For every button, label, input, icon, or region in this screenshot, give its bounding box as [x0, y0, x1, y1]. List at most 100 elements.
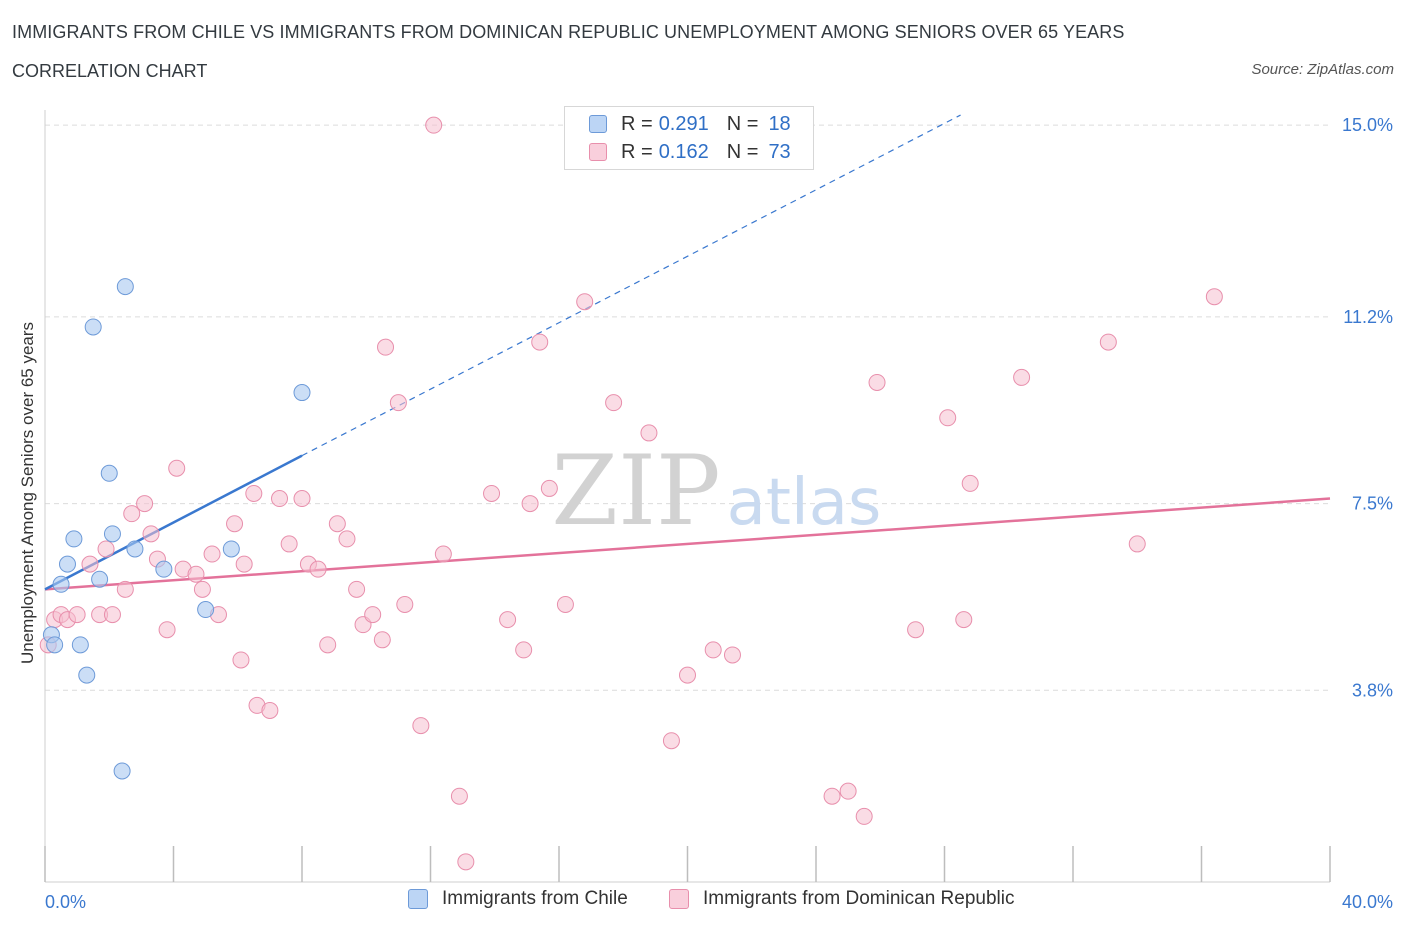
dominican-point-10: [123, 505, 141, 523]
chile-point-17: [293, 384, 311, 402]
tick-labels: 3.8% 7.5% 11.2% 15.0% 0.0% 40.0%: [45, 115, 1393, 912]
bottom-dominican-swatch: [669, 889, 689, 909]
dominican-point-27: [271, 490, 289, 508]
dominican-point-23: [235, 555, 253, 573]
dominican-point-61: [823, 787, 841, 805]
bottom-chile-swatch: [408, 889, 428, 909]
dominican-r-label: R =: [621, 140, 653, 163]
chile-point-10: [103, 525, 121, 543]
y-tick-label-1: 7.5%: [1352, 494, 1393, 514]
dominican-point-50: [521, 495, 539, 513]
legend-row-dominican: R = 0.162 N = 73: [589, 140, 791, 164]
dominican-point-66: [939, 409, 957, 427]
dominican-point-35: [348, 580, 366, 598]
dominican-point-21: [226, 515, 244, 533]
chile-point-8: [91, 570, 109, 588]
dominican-point-55: [605, 394, 623, 412]
dominican-point-19: [203, 545, 221, 563]
dominican-point-24: [245, 484, 263, 502]
dominican-point-5: [81, 555, 99, 573]
dominican-point-12: [142, 525, 160, 543]
chile-point-13: [126, 540, 144, 558]
dominican-point-33: [328, 515, 346, 533]
bottom-chile-label: Immigrants from Chile: [442, 888, 628, 909]
watermark: ZIP atlas: [551, 435, 881, 547]
bottom-dominican-label: Immigrants from Dominican Republic: [703, 888, 1015, 909]
chile-point-4: [65, 530, 83, 548]
dominican-point-28: [280, 535, 298, 553]
dominican-point-18: [193, 580, 211, 598]
dominican-point-43: [425, 116, 443, 134]
chile-r-value: 0.291: [658, 112, 709, 135]
dominican-point-70: [1099, 333, 1117, 351]
chile-point-15: [197, 601, 215, 619]
y-tick-label-3: 15.0%: [1342, 115, 1393, 135]
chile-r-label: R =: [621, 112, 653, 135]
dominican-point-48: [499, 611, 517, 629]
y-tick-label-2: 11.2%: [1343, 307, 1393, 327]
dominican-point-68: [961, 474, 979, 492]
dominican-point-32: [319, 636, 337, 654]
dominican-point-56: [640, 424, 658, 442]
dominican-point-59: [704, 641, 722, 659]
chile-point-5: [71, 636, 89, 654]
dominican-point-8: [103, 606, 121, 624]
dominican-point-34: [338, 530, 356, 548]
correlation-legend: R = 0.291 N = 18 R = 0.162 N = 73: [564, 106, 814, 170]
dominican-point-57: [662, 732, 680, 750]
dominican-n-label: N =: [726, 140, 759, 163]
dominican-point-22: [232, 651, 250, 669]
dominican-point-46: [457, 853, 475, 871]
chile-swatch: [589, 115, 607, 133]
bottom-legend-chile: Immigrants from Chile: [408, 888, 628, 910]
chart-subtitle: CORRELATION CHART: [12, 61, 208, 81]
dominican-point-38: [373, 631, 391, 649]
dominican-point-37: [364, 606, 382, 624]
gridlines: [45, 124, 1330, 691]
watermark-zip: ZIP: [551, 435, 720, 547]
chile-n-label: N =: [726, 112, 759, 135]
dominican-point-58: [679, 666, 696, 684]
chile-point-12: [116, 278, 134, 296]
dominican-point-71: [1128, 535, 1146, 553]
dominican-point-44: [434, 545, 452, 563]
dominican-point-40: [389, 394, 407, 412]
dominican-point-49: [515, 641, 533, 659]
dominican-point-26: [261, 701, 279, 719]
dominican-point-15: [168, 459, 186, 477]
dominican-point-42: [412, 717, 430, 735]
dominican-point-47: [483, 484, 501, 502]
dominican-swatch: [589, 143, 607, 161]
chart-title: IMMIGRANTS FROM CHILE VS IMMIGRANTS FROM…: [12, 22, 1125, 42]
watermark-atlas: atlas: [727, 466, 882, 540]
chile-point-9: [100, 464, 118, 482]
dominican-point-52: [540, 479, 558, 497]
dominican-point-67: [955, 611, 973, 629]
dominican-point-31: [309, 560, 327, 578]
dominican-point-41: [396, 595, 414, 613]
chile-point-2: [52, 575, 70, 593]
dominican-point-39: [377, 338, 395, 356]
dominican-point-54: [576, 293, 594, 311]
dominican-point-11: [136, 495, 154, 513]
data-points: [39, 116, 1223, 871]
bottom-legend-dominican: Immigrants from Dominican Republic: [669, 888, 1015, 910]
dominican-point-29: [293, 490, 311, 508]
chile-point-1: [46, 636, 64, 654]
dominican-trend-line: [44, 497, 1331, 591]
chile-point-14: [155, 560, 173, 578]
dominican-point-69: [1013, 368, 1031, 386]
dominican-r-value: 0.162: [658, 140, 709, 163]
y-axis-label: Unemployment Among Seniors over 65 years: [18, 322, 37, 664]
source-label: Source: ZipAtlas.com: [1251, 61, 1394, 78]
dominican-point-63: [855, 807, 873, 825]
chile-trend-extension: [301, 114, 961, 457]
legend-row-chile: R = 0.291 N = 18: [589, 112, 791, 136]
chile-point-16: [222, 540, 240, 558]
chile-point-6: [78, 666, 96, 684]
chile-point-11: [113, 762, 131, 780]
dominican-point-4: [68, 606, 86, 624]
axes: [44, 110, 1331, 883]
dominican-point-51: [531, 333, 549, 351]
